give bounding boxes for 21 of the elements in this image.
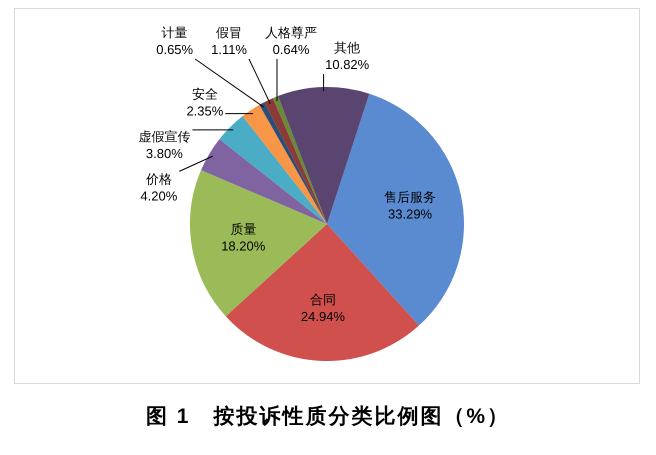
slice-label: 人格尊严 [265,25,317,40]
slice-label: 假冒 [216,25,242,40]
data-label: 33.29% [388,206,433,222]
slice-label: 售后服务 [384,189,436,204]
slice-label: 安全 [192,86,218,102]
data-label: 18.20% [221,238,266,254]
data-label: 4.20% [140,188,178,204]
slice-label: 质量 [230,221,256,236]
data-label: 1.11% [211,42,248,58]
slice-label: 价格 [144,171,172,186]
data-label: 3.80% [146,146,184,161]
data-label: 10.82% [325,57,370,72]
data-label: 0.64% [272,42,310,58]
data-label: 24.94% [300,308,346,324]
slice-label: 计量 [162,25,188,40]
data-label: 0.65% [156,42,194,58]
text: 图 1 按投诉性质分类比例图（%） [144,404,512,430]
data-label: 2.35% [186,104,224,119]
slice-label: 其他 [334,40,360,56]
slice-label: 虚假宣传 [138,128,190,144]
slice-label: 合同 [310,292,336,307]
